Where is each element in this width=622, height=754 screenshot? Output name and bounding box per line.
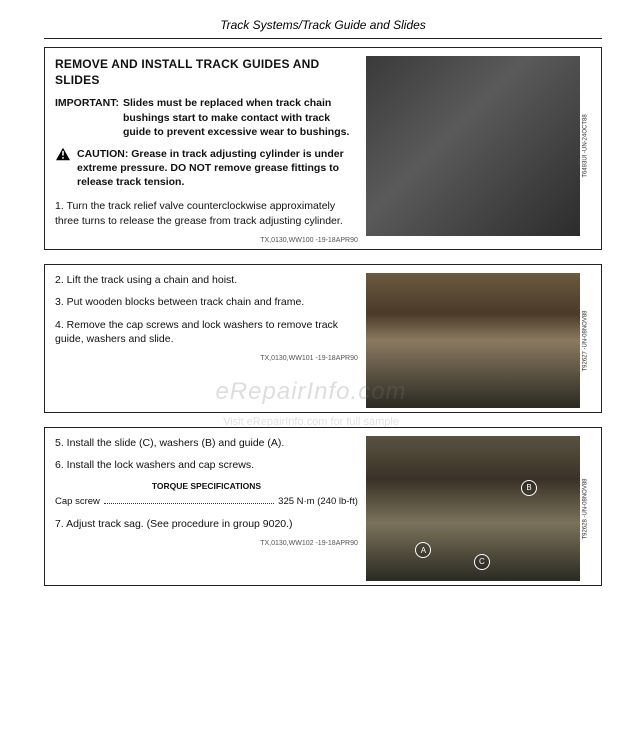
figure-2-photo: T92627 -UN-08NOV88 [366, 273, 591, 408]
step-1: 1. Turn the track relief valve countercl… [55, 199, 358, 227]
step-2: 2. Lift the track using a chain and hois… [55, 273, 358, 287]
panel3-figure: A B C T92628 -UN-08NOV88 [366, 436, 591, 581]
panel3-ref: TX,0130,WW102 -19-18APR90 [55, 539, 358, 548]
callout-a: A [415, 542, 431, 558]
important-text: Slides must be replaced when track chain… [123, 96, 358, 139]
header-rule [44, 38, 602, 39]
step-6: 6. Install the lock washers and cap scre… [55, 458, 358, 472]
panel1-text: REMOVE AND INSTALL TRACK GUIDES AND SLID… [55, 56, 366, 245]
panel1-heading: REMOVE AND INSTALL TRACK GUIDES AND SLID… [55, 56, 358, 88]
important-label: IMPORTANT: [55, 96, 123, 139]
figure-1-photo: T6493UI -UN-24OCT88 [366, 56, 591, 236]
caution-icon [55, 147, 71, 161]
callout-b: B [521, 480, 537, 496]
torque-value: 325 N·m (240 lb-ft) [278, 496, 358, 509]
page-header: Track Systems/Track Guide and Slides [44, 18, 602, 36]
panel-lift-track: 2. Lift the track using a chain and hois… [44, 264, 602, 413]
panel2-figure: T92627 -UN-08NOV88 [366, 273, 591, 408]
panel2-ref: TX,0130,WW101 -19-18APR90 [55, 354, 358, 363]
caution-block: CAUTION: Grease in track adjusting cylin… [55, 147, 358, 190]
panel1-ref: TX,0130,WW100 -19-18APR90 [55, 236, 358, 245]
figure-3-photo: A B C T92628 -UN-08NOV88 [366, 436, 591, 581]
step-4: 4. Remove the cap screws and lock washer… [55, 318, 358, 346]
panel-remove-install: REMOVE AND INSTALL TRACK GUIDES AND SLID… [44, 47, 602, 250]
figure-1-label: T6493UI -UN-24OCT88 [580, 56, 591, 236]
manual-page: Track Systems/Track Guide and Slides REM… [0, 0, 622, 754]
step-5: 5. Install the slide (C), washers (B) an… [55, 436, 358, 450]
step-3: 3. Put wooden blocks between track chain… [55, 295, 358, 309]
caution-label: CAUTION: [77, 148, 128, 160]
panel3-text: 5. Install the slide (C), washers (B) an… [55, 436, 366, 581]
torque-leader-dots [104, 502, 274, 504]
panel-install-slide: 5. Install the slide (C), washers (B) an… [44, 427, 602, 586]
caution-text: CAUTION: Grease in track adjusting cylin… [77, 147, 358, 190]
torque-row: Cap screw 325 N·m (240 lb-ft) [55, 496, 358, 509]
callout-c: C [474, 554, 490, 570]
figure-3-label: T92628 -UN-08NOV88 [580, 436, 591, 581]
figure-2-label: T92627 -UN-08NOV88 [580, 273, 591, 408]
step-7: 7. Adjust track sag. (See procedure in g… [55, 517, 358, 531]
panel1-figure: T6493UI -UN-24OCT88 [366, 56, 591, 245]
torque-item: Cap screw [55, 496, 100, 509]
panel2-text: 2. Lift the track using a chain and hois… [55, 273, 366, 408]
important-block: IMPORTANT: Slides must be replaced when … [55, 96, 358, 139]
torque-heading: TORQUE SPECIFICATIONS [55, 481, 358, 492]
